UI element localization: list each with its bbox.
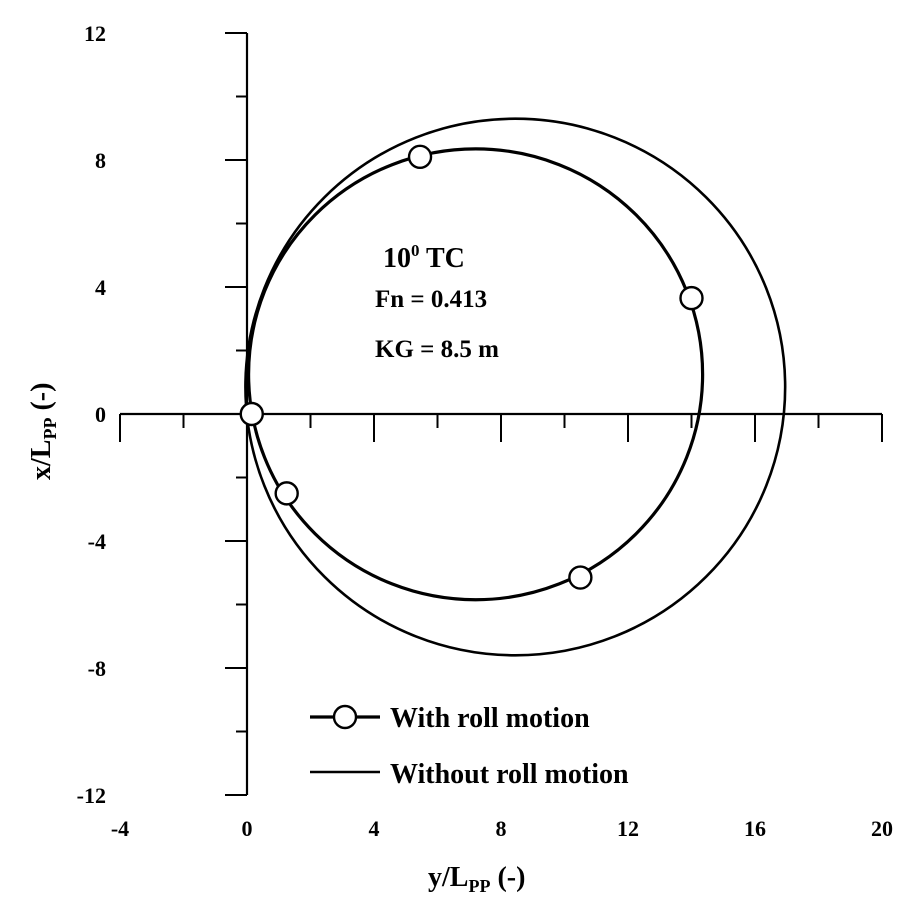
x-axis-title: y/LPP (-) xyxy=(428,862,525,896)
y-tick-label: 4 xyxy=(95,275,106,300)
y-tick-label: -4 xyxy=(88,529,106,554)
legend-marker-with-roll xyxy=(332,704,358,730)
series-1-marker xyxy=(407,144,433,170)
y-tick-label: -12 xyxy=(77,783,106,808)
y-tick-label: 12 xyxy=(84,21,106,46)
series-curves xyxy=(244,117,787,657)
series-1-marker xyxy=(274,481,299,506)
x-tick-label: 8 xyxy=(496,816,507,841)
axes: -4 0 4 8 12 16 20 -12 -8 -4 0 4 8 12 xyxy=(77,21,893,841)
series-1-marker xyxy=(239,401,264,427)
x-tick-label: 16 xyxy=(744,816,766,841)
x-tick-label: 12 xyxy=(617,816,639,841)
y-tick-label: -8 xyxy=(88,656,106,681)
series-1-marker xyxy=(679,285,704,311)
series-1-marker xyxy=(568,565,593,590)
annotation-title: 100 TC xyxy=(383,241,465,274)
legend: With roll motion Without roll motion xyxy=(310,703,629,790)
x-tick-label: 20 xyxy=(871,816,893,841)
y-tick-label: 0 xyxy=(95,402,106,427)
series-2-curve xyxy=(244,117,787,657)
series-markers xyxy=(239,144,704,590)
x-tick-label: 0 xyxy=(242,816,253,841)
series-1-curve xyxy=(246,147,705,602)
legend-label-with-roll: With roll motion xyxy=(390,703,590,734)
x-tick-label: -4 xyxy=(111,816,129,841)
y-axis-title: x/LPP (-) xyxy=(26,383,60,480)
legend-label-without-roll: Without roll motion xyxy=(390,759,629,790)
annotation-fn: Fn = 0.413 xyxy=(375,286,487,313)
x-tick-label: 4 xyxy=(369,816,380,841)
annotation-kg: KG = 8.5 m xyxy=(375,336,499,363)
y-tick-label: 8 xyxy=(95,148,106,173)
